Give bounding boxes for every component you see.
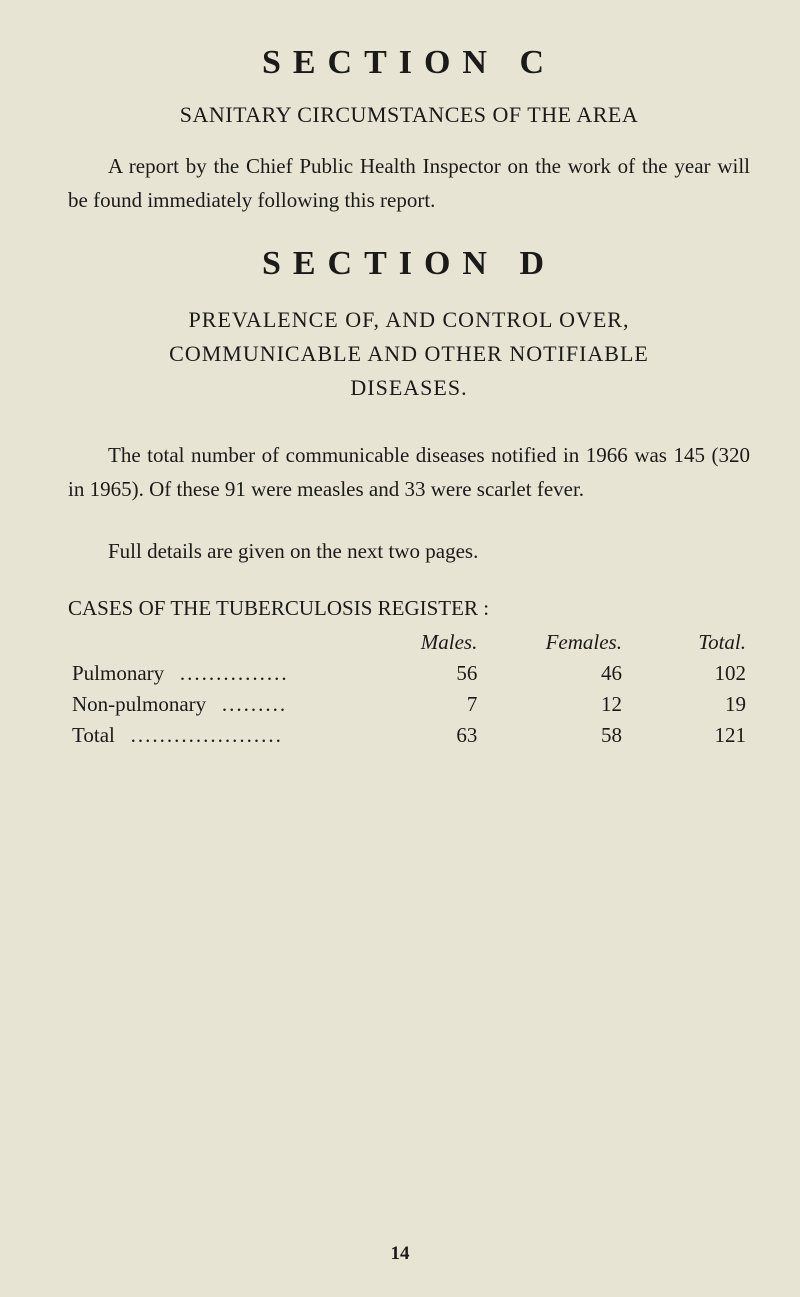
row-total: 19 [626,689,750,720]
section-c-heading: SECTION C [68,44,750,82]
section-c-body: A report by the Chief Public Health Insp… [68,150,750,217]
row-label: Total ..................... [68,720,357,751]
row-females: 46 [481,658,626,689]
row-males: 56 [357,658,481,689]
row-males: 7 [357,689,481,720]
section-d-subtitle-line2: COMMUNICABLE AND OTHER NOTIFIABLE [169,341,649,366]
section-d-subtitle-line3: DISEASES. [350,375,467,400]
tb-table: Males. Females. Total. Pulmonary .......… [68,627,750,751]
section-d-para1: The total number of communicable disease… [68,439,750,506]
row-total: 102 [626,658,750,689]
table-header-males: Males. [357,627,481,658]
section-d-subtitle-line1: PREVALENCE OF, AND CONTROL OVER, [189,307,630,332]
row-dots: ......... [222,692,287,716]
table-row: Total ..................... 63 58 121 [68,720,750,751]
row-dots: ..................... [131,723,283,747]
page-number: 14 [0,1243,800,1265]
section-d-subtitle: PREVALENCE OF, AND CONTROL OVER, COMMUNI… [68,303,750,405]
table-row: Non-pulmonary ......... 7 12 19 [68,689,750,720]
row-label-text: Non-pulmonary [72,692,206,716]
table-header-total: Total. [626,627,750,658]
row-label-text: Total [72,723,115,747]
table-header-row: Males. Females. Total. [68,627,750,658]
row-label-text: Pulmonary [72,661,164,685]
row-label: Pulmonary ............... [68,658,357,689]
table-header-blank [68,627,357,658]
tb-table-heading: CASES OF THE TUBERCULOSIS REGISTER : [68,596,750,621]
row-males: 63 [357,720,481,751]
section-d-para2: Full details are given on the next two p… [68,535,750,569]
row-total: 121 [626,720,750,751]
section-c-subtitle: SANITARY CIRCUMSTANCES OF THE AREA [68,102,750,128]
row-females: 12 [481,689,626,720]
row-females: 58 [481,720,626,751]
section-d-heading: SECTION D [68,245,750,283]
table-header-females: Females. [481,627,626,658]
row-label: Non-pulmonary ......... [68,689,357,720]
table-row: Pulmonary ............... 56 46 102 [68,658,750,689]
row-dots: ............... [180,661,289,685]
